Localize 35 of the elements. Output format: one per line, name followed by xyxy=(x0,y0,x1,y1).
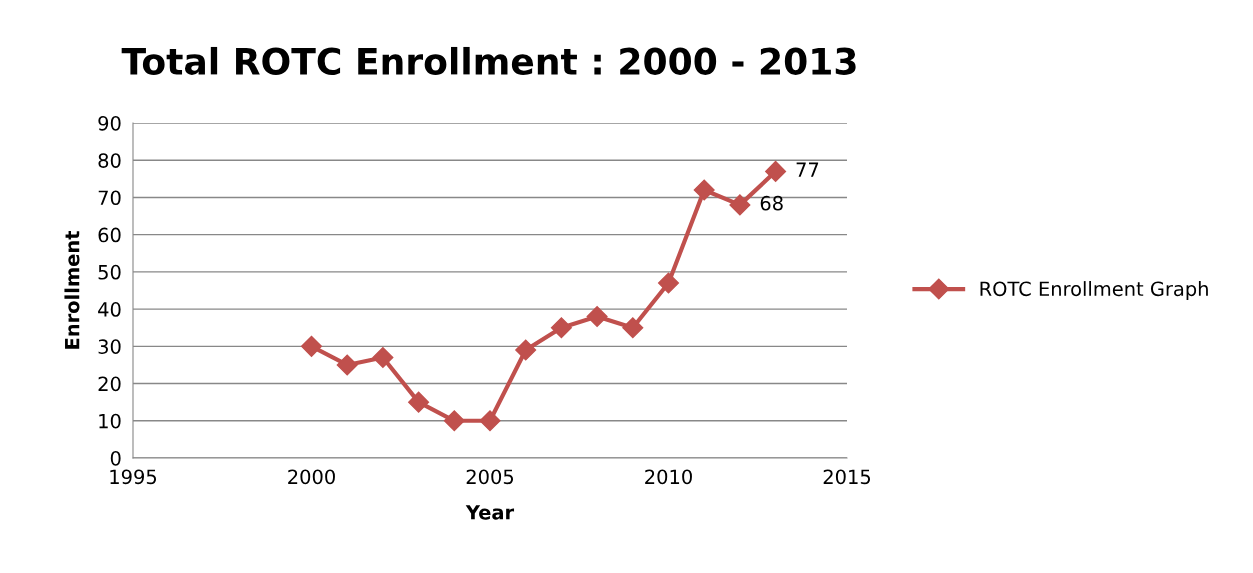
data-label: 77 xyxy=(796,162,819,177)
y-tick-label: 30 xyxy=(98,339,121,354)
y-axis-title: Enrollment xyxy=(64,230,80,349)
y-tick-label: 0 xyxy=(110,450,121,466)
point xyxy=(693,179,715,201)
x-axis-title: Year xyxy=(465,505,515,520)
y-tick-label: 70 xyxy=(98,190,121,206)
point xyxy=(657,272,680,294)
point xyxy=(336,354,358,376)
data-label: 68 xyxy=(760,195,783,211)
y-tick-label: 60 xyxy=(98,227,121,243)
x-tick-label: 2015 xyxy=(823,469,871,485)
point xyxy=(479,410,501,432)
x-tick-label: 2000 xyxy=(288,469,335,485)
y-tick-label: 10 xyxy=(99,413,121,429)
y-tick-label: 40 xyxy=(98,302,121,317)
x-tick-label: 1995 xyxy=(110,469,157,485)
point xyxy=(372,346,394,369)
legend-label: ROTC Enrollment Graph xyxy=(980,281,1208,300)
y-tick-label: 20 xyxy=(98,376,121,392)
chart-title: Total ROTC Enrollment : 2000 - 2013 xyxy=(121,46,856,75)
point xyxy=(765,160,787,182)
point xyxy=(729,194,751,216)
point xyxy=(622,317,644,339)
y-tick-label: 90 xyxy=(98,115,121,131)
point xyxy=(550,317,572,339)
point xyxy=(515,339,537,361)
y-tick-label: 80 xyxy=(98,153,121,168)
x-tick-label: 2005 xyxy=(466,469,514,485)
point xyxy=(443,410,465,432)
point xyxy=(300,335,323,357)
point xyxy=(586,306,608,328)
x-tick-label: 2010 xyxy=(645,469,692,485)
y-tick-label: 50 xyxy=(98,264,121,280)
point xyxy=(408,391,430,413)
